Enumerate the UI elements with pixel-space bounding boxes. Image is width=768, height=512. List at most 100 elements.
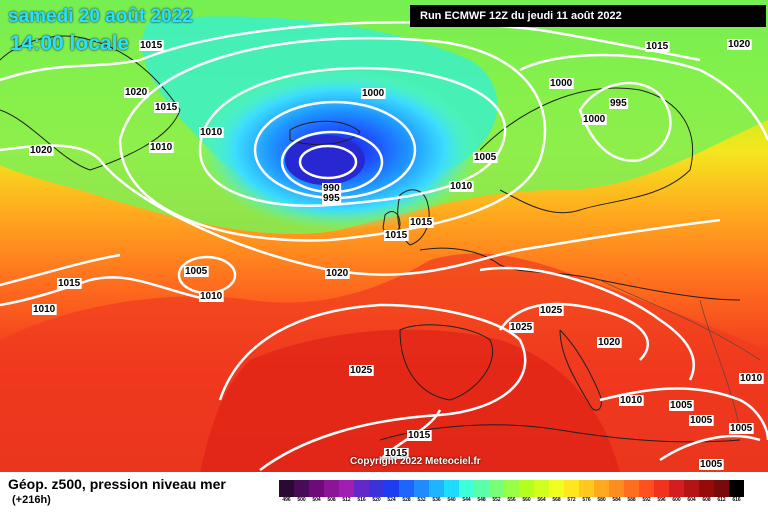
legend-value: 508	[324, 497, 339, 504]
legend-value: 536	[429, 497, 444, 504]
legend-value: 500	[294, 497, 309, 504]
isobar-label-bg	[154, 102, 179, 113]
legend-value: 596	[654, 497, 669, 504]
legend-value: 504	[309, 497, 324, 504]
isobar-label-1015-uk: 1015	[410, 217, 433, 228]
forecast-lead-time: (+216h)	[12, 494, 51, 506]
isobar-label-bg	[449, 181, 474, 192]
isobar-label-bg	[509, 322, 534, 333]
isobar-scandi-outer	[519, 53, 768, 141]
isobar-label-bg	[32, 304, 57, 315]
legend-swatch: 604	[684, 480, 699, 504]
isobar-1025-east	[498, 302, 649, 361]
isobar-label-bg	[384, 230, 409, 241]
legend-value: 560	[519, 497, 534, 504]
isobar-label-1025-germany: 1025	[540, 305, 563, 316]
legend-swatch: 552	[489, 480, 504, 504]
isobar-label-1015-spain-b: 1015	[385, 448, 408, 459]
isobar-label-1020-greenland: 1020	[125, 87, 148, 98]
legend-value: 572	[564, 497, 579, 504]
coastlines	[0, 35, 761, 443]
run-info: Run ECMWF 12Z du jeudi 11 août 2022	[410, 5, 766, 27]
legend-value: 524	[384, 497, 399, 504]
isobar-label-1005-north: 1005	[474, 152, 497, 163]
isobar-label-bg	[349, 365, 374, 376]
legend-swatch: 500	[294, 480, 309, 504]
isobar-990	[298, 144, 358, 180]
isobar-labels: 1015102010151010101010201000990995100510…	[29, 39, 764, 470]
legend-swatch: 568	[549, 480, 564, 504]
legend-value: 528	[399, 497, 414, 504]
isobar-label-bg	[473, 152, 498, 163]
isobar-1005	[198, 66, 507, 207]
isobar-label-bg	[729, 423, 754, 434]
isobar-label-1015-spain: 1015	[408, 430, 431, 441]
legend-value: 588	[624, 497, 639, 504]
legend-swatch: 560	[519, 480, 534, 504]
legend-swatch: 580	[594, 480, 609, 504]
isobar-label-bg	[322, 183, 342, 194]
isobar-label-bg	[199, 127, 224, 138]
isobar-label-1010-b: 1010	[150, 142, 173, 153]
footer: Géop. z500, pression niveau mer (+216h) …	[0, 472, 768, 512]
eastern-borders	[599, 279, 761, 431]
isobar-label-bg	[29, 145, 54, 156]
isobar-label-1010-mini-low: 1010	[200, 291, 223, 302]
isobar-label-1010-italy: 1010	[620, 395, 643, 406]
legend-value: 544	[459, 497, 474, 504]
isobar-label-bg	[409, 217, 434, 228]
legend-swatch: 508	[324, 480, 339, 504]
isobar-1025-azores	[218, 303, 527, 472]
isobar-1005-se	[659, 434, 761, 462]
map-product-title: Géop. z500, pression niveau mer	[8, 476, 226, 492]
isobar-label-bg	[539, 305, 564, 316]
isobar-label-bg	[139, 40, 164, 51]
legend-value: 608	[699, 497, 714, 504]
isobar-label-1015-ne: 1015	[646, 41, 669, 52]
copyright-text: Copyright 2022 Meteociel.fr	[350, 456, 481, 467]
isobar-label-bg	[57, 278, 82, 289]
legend-swatch: 524	[384, 480, 399, 504]
forecast-time: 14:00 locale	[10, 32, 130, 55]
isobar-label-1015-west: 1015	[58, 278, 81, 289]
legend-value: 532	[414, 497, 429, 504]
legend-value: 604	[684, 497, 699, 504]
isobar-label-1000-scandi: 1000	[550, 78, 573, 89]
legend-swatch: 504	[309, 480, 324, 504]
scandinavia-coast	[479, 87, 694, 214]
legend-swatch: 528	[399, 480, 414, 504]
isobar-label-1005-east: 1005	[690, 415, 713, 426]
isobar-scandi	[578, 81, 672, 162]
iceland-coast	[289, 120, 361, 145]
isobar-label-bg	[149, 142, 174, 153]
isobar-label-1025-france: 1025	[510, 322, 533, 333]
legend-swatch: 600	[669, 480, 684, 504]
isobar-label-1005-se: 1005	[730, 423, 753, 434]
isobar-label-1000-low: 1000	[362, 88, 385, 99]
legend-value: 512	[339, 497, 354, 504]
legend-swatch: 592	[639, 480, 654, 504]
legend-value: 584	[609, 497, 624, 504]
legend-value: 548	[474, 497, 489, 504]
legend-swatch: 564	[534, 480, 549, 504]
isobar-label-1010-west: 1010	[33, 304, 56, 315]
isobar-1010-med	[599, 387, 768, 441]
isobar-label-1015-nw: 1015	[140, 40, 163, 51]
isobar-label-bg	[361, 88, 386, 99]
isobar-label-1015-ireland: 1015	[385, 230, 408, 241]
legend-swatch: 496	[279, 480, 294, 504]
isobar-label-bg	[699, 459, 724, 470]
isobar-label-bg	[384, 448, 409, 459]
isobar-label-bg	[669, 400, 694, 411]
isobar-label-1010-a: 1010	[200, 127, 223, 138]
legend-swatch: 584	[609, 480, 624, 504]
isobar-label-bg	[727, 39, 752, 50]
isobar-label-bg	[322, 193, 342, 204]
legend-swatch: 608	[699, 480, 714, 504]
isobar-label-bg	[689, 415, 714, 426]
isobar-label-1020-central: 1020	[598, 337, 621, 348]
legend-value: 520	[369, 497, 384, 504]
isobar-label-1000-scandi-b: 1000	[583, 114, 606, 125]
legend-value: 612	[714, 497, 729, 504]
